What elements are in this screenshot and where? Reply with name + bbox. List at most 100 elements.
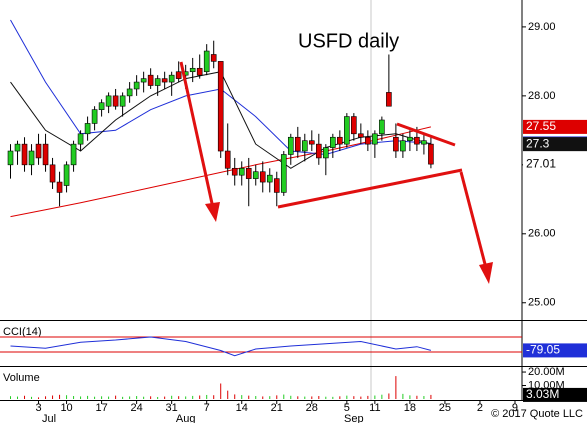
y-tick-label: 26.00 xyxy=(528,228,556,240)
volume-bar xyxy=(423,396,425,399)
volume-bar xyxy=(157,396,159,399)
candle-body xyxy=(105,95,112,107)
candle-body xyxy=(217,61,224,152)
volume-bar xyxy=(52,395,54,399)
value-box-label: 3.03M xyxy=(526,387,559,401)
candle-body xyxy=(379,119,385,135)
candle-body xyxy=(273,178,280,193)
volume-bar xyxy=(108,396,110,399)
volume-bar xyxy=(325,396,327,399)
volume-bar xyxy=(311,396,313,399)
candle-body xyxy=(126,88,133,97)
trend-line xyxy=(277,168,463,209)
candle-body xyxy=(154,78,161,86)
volume-bar xyxy=(227,390,229,399)
candle-body xyxy=(112,95,119,107)
x-tick-label: 14 xyxy=(236,402,248,414)
volume-bar xyxy=(59,394,61,399)
volume-bar xyxy=(262,396,264,399)
volume-bar xyxy=(409,395,411,399)
value-box xyxy=(523,119,587,134)
candle-body xyxy=(421,140,427,145)
volume-bar xyxy=(129,396,131,399)
trend-arrow xyxy=(459,171,488,269)
volume-bar xyxy=(318,396,320,399)
x-tick-label: 11 xyxy=(369,402,380,414)
candle-body xyxy=(323,147,329,159)
candle-body xyxy=(84,123,91,135)
x-tick-label: 31 xyxy=(166,402,178,414)
y-tick-label: 20.00M xyxy=(528,366,565,378)
candle-body xyxy=(351,116,357,135)
x-tick-label: 9 xyxy=(512,402,518,414)
candle-body xyxy=(337,136,343,145)
candle-body xyxy=(344,116,350,145)
panel-title: Volume xyxy=(3,372,40,384)
volume-bar xyxy=(332,396,334,399)
candle-body xyxy=(189,67,196,73)
candle-body xyxy=(42,143,49,166)
candle-body xyxy=(196,67,203,76)
candle-body xyxy=(224,150,231,169)
candle-body xyxy=(365,136,371,145)
candle-body xyxy=(14,143,21,152)
volume-bar xyxy=(248,395,250,399)
candle-body xyxy=(287,136,294,155)
y-tick-label: 28.00 xyxy=(528,90,556,102)
x-group-label: Jul xyxy=(42,413,56,423)
candle-body xyxy=(294,136,301,152)
volume-bar xyxy=(276,395,278,399)
volume-bar xyxy=(402,393,404,399)
candle-body xyxy=(259,171,266,183)
x-tick-label: 28 xyxy=(306,402,318,414)
volume-bar xyxy=(171,395,173,399)
arrowhead xyxy=(205,202,220,222)
value-box-label: 27.3 xyxy=(526,136,550,150)
candle-body xyxy=(316,143,322,159)
volume-bar xyxy=(346,395,348,399)
candle-body xyxy=(414,136,420,145)
volume-bar xyxy=(178,396,180,399)
value-box-label: -79.05 xyxy=(526,343,560,357)
x-tick-label: 3 xyxy=(35,402,41,414)
volume-bar xyxy=(304,396,306,399)
candle-body xyxy=(168,74,175,83)
value-box-label: 27.01 xyxy=(526,156,556,170)
y-tick-label: 29.00 xyxy=(528,21,556,33)
candle-body xyxy=(98,102,105,110)
x-group-label: Aug xyxy=(176,413,196,423)
volume-bar xyxy=(122,396,124,399)
candle-body xyxy=(21,143,28,166)
volume-bar xyxy=(255,396,257,399)
volume-bar xyxy=(45,396,47,399)
candle-body xyxy=(49,164,56,183)
x-tick-label: 25 xyxy=(439,402,451,414)
panel-title: CCI(14) xyxy=(3,326,42,338)
volume-bar xyxy=(213,395,215,399)
volume-bar xyxy=(374,395,376,399)
candle-body xyxy=(386,92,392,107)
volume-bar xyxy=(241,395,243,399)
value-box xyxy=(523,343,587,358)
candle-body xyxy=(210,54,217,62)
volume-bar xyxy=(234,394,236,399)
candle-body xyxy=(77,133,84,145)
volume-bar xyxy=(38,397,40,399)
trend-arrow xyxy=(179,61,215,209)
candle-body xyxy=(252,171,259,179)
volume-bar xyxy=(416,395,418,399)
candle-body xyxy=(358,133,364,138)
x-group-label: Sep xyxy=(344,413,364,423)
candle-body xyxy=(407,136,413,141)
volume-bar xyxy=(17,396,19,399)
volume-bar xyxy=(73,396,75,399)
candle-body xyxy=(203,50,210,73)
line xyxy=(10,336,432,357)
x-tick-label: 21 xyxy=(271,402,283,414)
arrowhead xyxy=(479,262,493,284)
candle-body xyxy=(400,140,406,152)
candle-body xyxy=(308,140,315,145)
volume-bar xyxy=(150,396,152,399)
volume-bar xyxy=(339,396,341,399)
